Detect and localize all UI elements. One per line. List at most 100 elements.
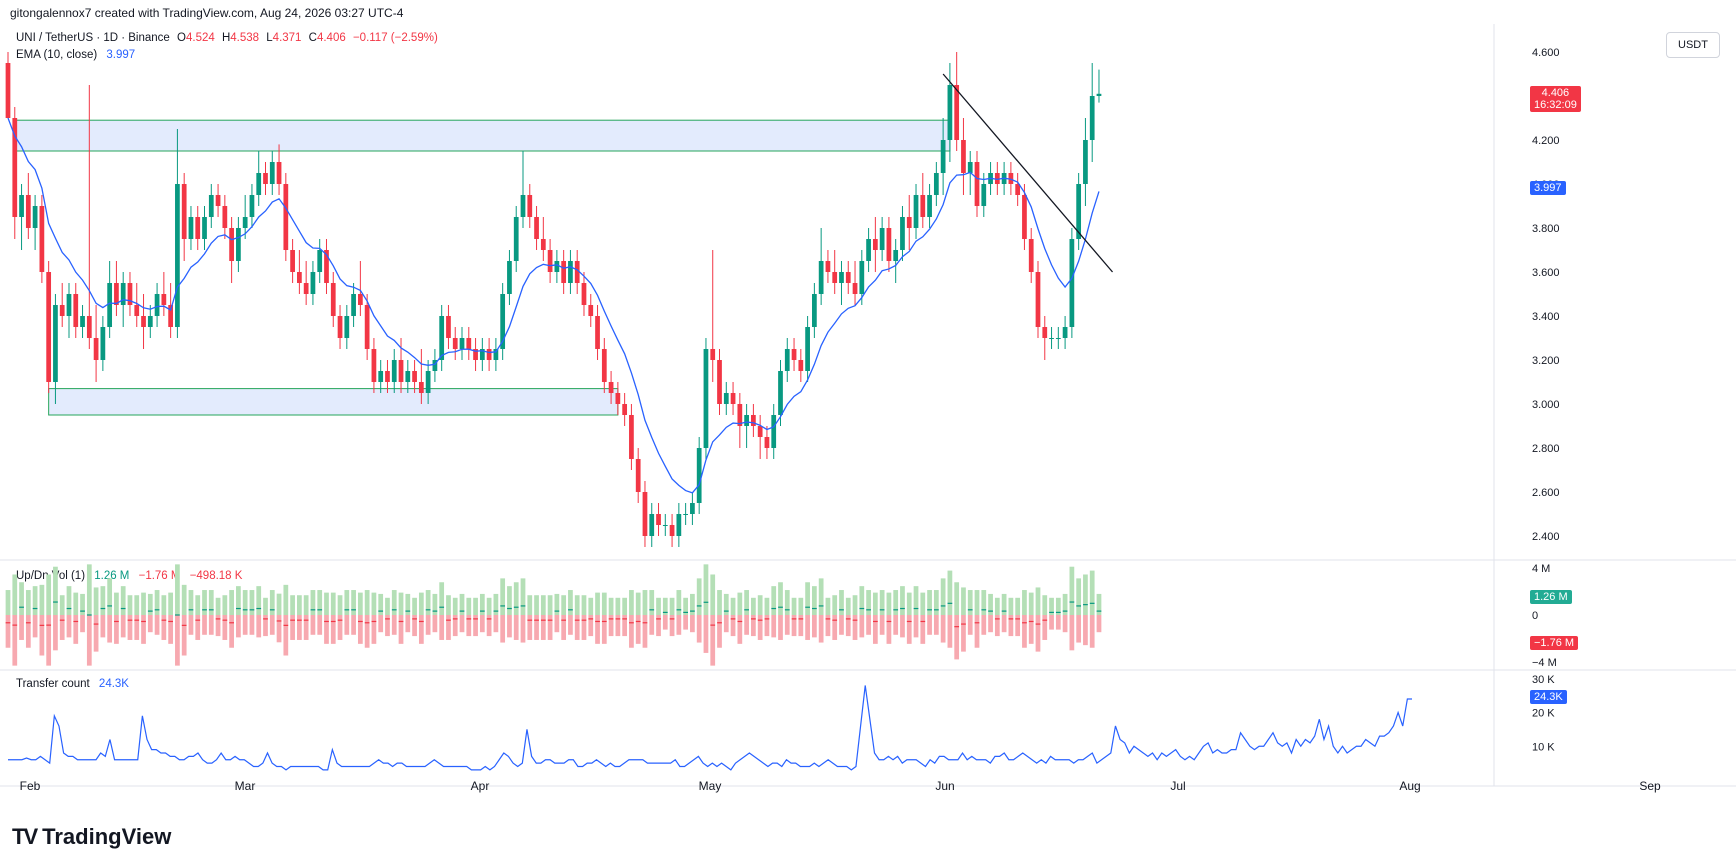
volume-down-bar	[53, 615, 58, 651]
volume-down-bar	[757, 615, 763, 640]
volume-up-bar	[988, 593, 993, 615]
volume-up-bar	[378, 593, 384, 615]
candle-body	[439, 316, 445, 360]
candle-body	[513, 217, 519, 261]
volume-up-bar	[283, 584, 289, 615]
creator-line: gitongalennox7 created with TradingView.…	[10, 6, 404, 20]
volume-down-bar	[39, 615, 45, 656]
volume-delta-value: −498.18 K	[189, 570, 243, 582]
volume-up-bar	[994, 597, 1000, 615]
volume-down-bar	[629, 615, 634, 648]
tradingview-logo[interactable]: TV TradingView	[12, 824, 171, 850]
volume-down-tag: −1.76 M	[1530, 635, 1579, 650]
volume-down-bar	[46, 615, 52, 666]
volume-up-bar	[771, 586, 777, 615]
ema-line	[7, 117, 1100, 494]
candle-body	[601, 349, 607, 382]
transfer-value: 24.3K	[98, 678, 129, 690]
volume-up-bar	[662, 597, 668, 615]
volume-down-bar	[994, 615, 1000, 637]
volume-down-bar	[893, 615, 899, 635]
candle-body	[432, 360, 438, 371]
volume-down-bar	[66, 615, 72, 638]
time-axis-label: Feb	[20, 779, 41, 793]
candle-body	[662, 525, 668, 526]
candle-body	[940, 140, 946, 173]
symbol-legend: UNI / TetherUS · 1D · Binance O4.524 H4.…	[16, 30, 438, 46]
volume-down-bar	[913, 615, 919, 638]
candle-body	[493, 349, 499, 360]
volume-down-bar	[297, 615, 302, 640]
volume-down-bar	[446, 615, 451, 640]
candle-body	[53, 305, 58, 382]
volume-up-bar	[364, 590, 370, 615]
volume-up-bar	[744, 590, 749, 615]
volume-up-bar	[730, 597, 736, 615]
volume-up-bar	[168, 592, 174, 615]
candle-body	[459, 338, 465, 349]
candle-body	[1035, 272, 1041, 327]
volume-down-bar	[527, 615, 533, 640]
volume-up-bar	[147, 593, 153, 615]
volume-tick-label: −4 M	[1532, 657, 1557, 669]
volume-up-bar	[872, 592, 878, 615]
volume-up-bar	[53, 566, 58, 615]
volume-up-bar	[439, 582, 445, 615]
volume-up-bar	[839, 590, 844, 615]
volume-down-bar	[269, 615, 275, 635]
candle-body	[310, 272, 316, 294]
candle-body	[669, 525, 675, 536]
volume-down-bar	[80, 615, 85, 633]
candle-body	[141, 316, 146, 327]
volume-up-bar	[601, 592, 607, 615]
ema-legend[interactable]: EMA (10, close) 3.997	[16, 47, 135, 63]
candle-body	[378, 371, 384, 382]
symbol-name[interactable]: UNI / TetherUS · 1D · Binance	[16, 32, 170, 44]
volume-down-bar	[669, 615, 675, 637]
high-label: H	[221, 32, 231, 44]
volume-up-bar	[547, 595, 553, 615]
volume-down-bar	[723, 615, 729, 633]
currency-button[interactable]: USDT	[1666, 32, 1720, 58]
volume-down-bar	[73, 615, 79, 644]
candle-body	[784, 349, 790, 371]
volume-down-bar	[642, 615, 648, 648]
candle-body	[412, 371, 417, 382]
volume-down-bar	[412, 615, 417, 637]
volume-down-bar	[466, 615, 472, 637]
candle-body	[737, 404, 743, 426]
volume-down-bar	[229, 615, 234, 648]
volume-up-bar	[954, 582, 960, 615]
price-tick-label: 3.400	[1532, 311, 1560, 323]
candle-body	[1008, 173, 1014, 184]
price-tick-label: 3.800	[1532, 223, 1560, 235]
volume-down-bar	[236, 615, 241, 638]
candle-body	[649, 514, 655, 536]
candle-body	[154, 294, 160, 316]
volume-up-bar	[825, 597, 831, 615]
volume-down-bar	[93, 615, 99, 652]
candle-body	[832, 272, 838, 283]
change-value: −0.117 (−2.59%)	[352, 32, 438, 44]
volume-down-bar	[134, 615, 140, 640]
candle-body	[181, 184, 187, 239]
volume-down-bar	[879, 615, 885, 635]
time-axis-label: Jul	[1170, 779, 1185, 793]
chart-canvas[interactable]: 4.6004.4004.2004.0003.8003.6003.4003.200…	[0, 0, 1736, 810]
volume-up-bar	[493, 593, 499, 615]
time-axis-label: Sep	[1639, 779, 1661, 793]
volume-down-bar	[608, 615, 614, 637]
volume-up-bar	[1008, 597, 1014, 615]
candle-body	[466, 338, 472, 349]
volume-up-bar	[940, 578, 946, 615]
volume-down-bar	[107, 615, 113, 643]
candle-body	[974, 162, 980, 206]
volume-up-bar	[1096, 593, 1102, 615]
volume-up-bar	[520, 578, 526, 615]
volume-up-bar	[459, 593, 465, 615]
volume-up-bar	[357, 592, 363, 615]
candle-body	[703, 349, 709, 448]
transfer-legend[interactable]: Transfer count 24.3K	[16, 676, 129, 692]
volume-down-bar	[507, 615, 512, 638]
volume-down-bar	[656, 615, 661, 637]
